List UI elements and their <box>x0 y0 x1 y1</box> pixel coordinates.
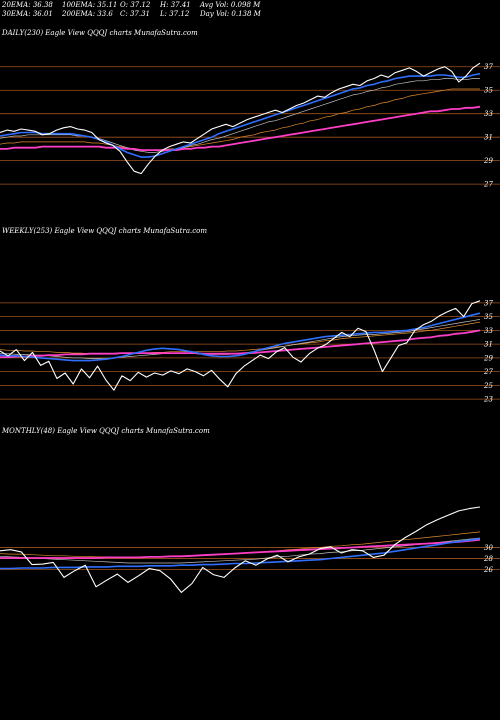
y-tick-label: 31 <box>484 134 493 142</box>
y-tick-label: 28 <box>483 555 493 563</box>
y-tick-label: 29 <box>483 354 493 362</box>
series-price <box>0 62 481 175</box>
weekly-chart: 37 35 33 31 29 27 25 23 <box>0 299 500 404</box>
stat-close: C: 37.31 <box>120 10 150 18</box>
y-tick-label: 33 <box>484 327 493 335</box>
y-tick-label: 33 <box>484 110 493 118</box>
y-tick-label: 25 <box>483 382 493 390</box>
y-tick-label: 37 <box>484 299 493 307</box>
y-tick-label: 27 <box>483 181 493 189</box>
y-tick-label: 31 <box>484 341 493 349</box>
series-ema-orange <box>0 321 481 355</box>
series-price <box>0 506 481 593</box>
y-tick-label: 30 <box>484 544 493 552</box>
stat-ema20: 20EMA: 36.38 <box>2 1 53 9</box>
y-tick-label: 35 <box>484 87 493 95</box>
y-tick-label: 29 <box>483 157 493 165</box>
y-tick-label: 37 <box>484 63 493 71</box>
series-ema-grey <box>0 537 481 564</box>
y-tick-label: 27 <box>483 368 493 376</box>
series-ema-magenta <box>0 329 481 359</box>
stat-ema30: 30EMA: 36.01 <box>2 10 53 18</box>
stat-ema100: 100EMA: 35.11 <box>62 1 118 9</box>
series-ema-magenta <box>0 538 481 559</box>
daily-chart: 37 35 33 31 29 27 <box>0 62 500 189</box>
series-ema-blue <box>0 537 481 570</box>
stat-low: L: 37.12 <box>160 10 190 18</box>
series-price <box>0 300 481 391</box>
weekly-chart-title: WEEKLY(253) Eagle View QQQJ charts Munaf… <box>2 227 207 235</box>
monthly-chart: 30 28 26 <box>0 506 500 593</box>
stat-open: O: 37.12 <box>120 1 151 9</box>
monthly-chart-title: MONTHLY(48) Eagle View QQQJ charts Munaf… <box>2 427 210 435</box>
series-ema-magenta <box>0 105 481 151</box>
daily-chart-title: DAILY(230) Eagle View QQQJ charts Munafa… <box>2 29 198 37</box>
series-ema-orange <box>0 88 480 151</box>
stat-avgvol: Avg Vol: 0.098 M <box>200 1 261 9</box>
stat-ema200: 200EMA: 33.6 <box>62 10 113 18</box>
y-tick-label: 26 <box>483 566 493 574</box>
stat-high: H: 37.41 <box>160 1 191 9</box>
y-tick-label: 35 <box>484 313 493 321</box>
series-ema-blue <box>0 312 481 362</box>
stat-dayvol: Day Vol: 0.138 M <box>200 10 261 18</box>
series-ema-blue <box>0 73 481 158</box>
y-tick-label: 23 <box>483 396 493 404</box>
